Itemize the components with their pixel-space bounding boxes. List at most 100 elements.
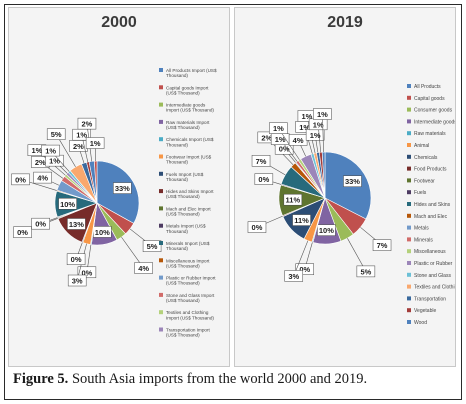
legend-label: Animal: [414, 143, 429, 149]
legend-label: Miscellaneous: [414, 249, 446, 255]
data-label: 1%: [90, 139, 101, 148]
legend-label: Plastic or Rubber Import (US$ Thousand): [166, 276, 216, 286]
panel-2000: 2000 33% 5% 4% 10% 0% 3% 0% 13% 0% 0% 10% 0% 4% 2% 1% 1…: [8, 7, 230, 367]
legend-label: Wood: [414, 320, 427, 326]
data-label: 5%: [147, 242, 158, 251]
data-label-box: [11, 173, 30, 186]
data-label: 1%: [301, 112, 312, 121]
data-label-box: [31, 217, 50, 230]
legend-swatch: [159, 189, 163, 194]
data-label-box: [134, 262, 153, 274]
chart-title-2000: 2000: [101, 14, 137, 31]
legend-swatch: [407, 84, 411, 88]
data-label-box: [283, 193, 303, 206]
data-label: 0%: [71, 255, 82, 264]
legend-label: Minerals Import (US$ Thousand): [166, 241, 210, 251]
legend-swatch: [407, 178, 411, 183]
data-label: 1%: [31, 146, 42, 155]
data-label: 5%: [51, 130, 62, 139]
legend-label: Footwear Import (US$ Thousand): [166, 155, 212, 165]
legend-label: Metals: [414, 226, 429, 232]
data-label-box: [284, 270, 304, 282]
data-label: 0%: [15, 175, 26, 184]
legend-label: Hides and Skins Import (US$ Thousand): [166, 189, 214, 199]
data-label-box: [251, 155, 271, 167]
legend-label: Raw materials: [414, 131, 446, 137]
data-label: 1%: [273, 124, 284, 133]
pie-chart-2019: 33%7%5%10%0%3%11%0%11%0%7%2%0%1%1%4%1%1%…: [247, 84, 460, 326]
data-label: 2%: [73, 142, 84, 151]
legend-swatch: [407, 296, 411, 301]
data-label-box: [313, 108, 332, 120]
data-label: 2%: [261, 133, 272, 142]
legend-label: All Products: [414, 84, 441, 90]
legend-swatch: [407, 166, 411, 171]
data-label: 11%: [286, 196, 301, 205]
legend-swatch: [407, 190, 411, 195]
legend-swatch: [407, 107, 411, 112]
data-label-box: [41, 144, 60, 157]
legend-label: Textiles and Clothing Import (US$ Thousan…: [166, 310, 214, 320]
legend-label: Metals Import (US$ Thousand): [166, 224, 206, 234]
legend-swatch: [407, 131, 411, 136]
data-label: 1%: [313, 120, 324, 129]
data-label-box: [269, 122, 288, 134]
legend-label: Intermediate goods Import (US$ Thousand): [166, 103, 214, 113]
legend-swatch: [407, 95, 411, 100]
data-label: 0%: [299, 265, 310, 274]
pie-slice: [321, 151, 326, 199]
leader-line: [293, 240, 309, 277]
data-label: 3%: [288, 272, 299, 281]
legend-label: Transportation Import (US$ Thousand): [166, 328, 210, 338]
data-label: 0%: [35, 220, 46, 229]
legend-swatch: [159, 258, 163, 263]
data-label-box: [113, 182, 132, 194]
data-label: 0%: [17, 228, 28, 237]
legend-swatch: [159, 241, 163, 245]
leader-line: [322, 114, 324, 153]
data-label: 4%: [138, 264, 149, 273]
data-label: 11%: [294, 216, 309, 225]
data-label: 4%: [37, 174, 48, 183]
legend-swatch: [159, 68, 163, 72]
data-label: 2%: [82, 120, 93, 129]
legend-swatch: [407, 237, 411, 242]
data-label: 0%: [252, 223, 263, 232]
data-label: 1%: [299, 123, 310, 132]
legend-swatch: [407, 143, 411, 147]
legend-swatch: [159, 292, 163, 297]
data-label-box: [33, 171, 52, 184]
legend-label: Textiles and Clothing: [414, 285, 455, 291]
data-label: 10%: [60, 200, 75, 209]
legend-swatch: [407, 272, 411, 277]
legend-label: Mach and Elec Import (US$ Thousand): [166, 206, 211, 216]
data-label-box: [247, 221, 267, 233]
data-label-box: [67, 218, 86, 230]
legend-swatch: [159, 223, 163, 228]
legend-label: All Products Import (US$ Thousand): [166, 68, 217, 78]
legend-label: Stone and Glass: [414, 273, 451, 279]
legend-swatch: [407, 261, 411, 265]
data-label: 10%: [319, 226, 334, 235]
data-label: 1%: [310, 131, 321, 140]
legend-label: Vegetable: [414, 308, 436, 314]
legend-label: Raw materials Import (US$ Thousand): [166, 120, 210, 130]
legend-label: Footwear: [414, 178, 435, 184]
data-label-box: [66, 253, 86, 265]
data-label: 1%: [317, 110, 328, 119]
legend-swatch: [159, 206, 163, 211]
data-label: 1%: [76, 131, 87, 140]
data-label: 1%: [45, 147, 56, 156]
legend-swatch: [407, 308, 411, 313]
data-label-box: [67, 274, 87, 287]
data-label: 0%: [258, 175, 269, 184]
legend-swatch: [407, 284, 411, 289]
legend-swatch: [407, 249, 411, 254]
caption-text: South Asia imports from the world 2000 a…: [71, 371, 368, 387]
data-label: 0%: [81, 268, 92, 277]
legend-label: Stone and Glass Import (US$ Thousand): [166, 293, 215, 303]
legend-swatch: [159, 137, 163, 142]
legend-swatch: [159, 119, 163, 124]
legend-label: Hides and Skins: [414, 202, 451, 208]
data-label-box: [343, 175, 362, 187]
